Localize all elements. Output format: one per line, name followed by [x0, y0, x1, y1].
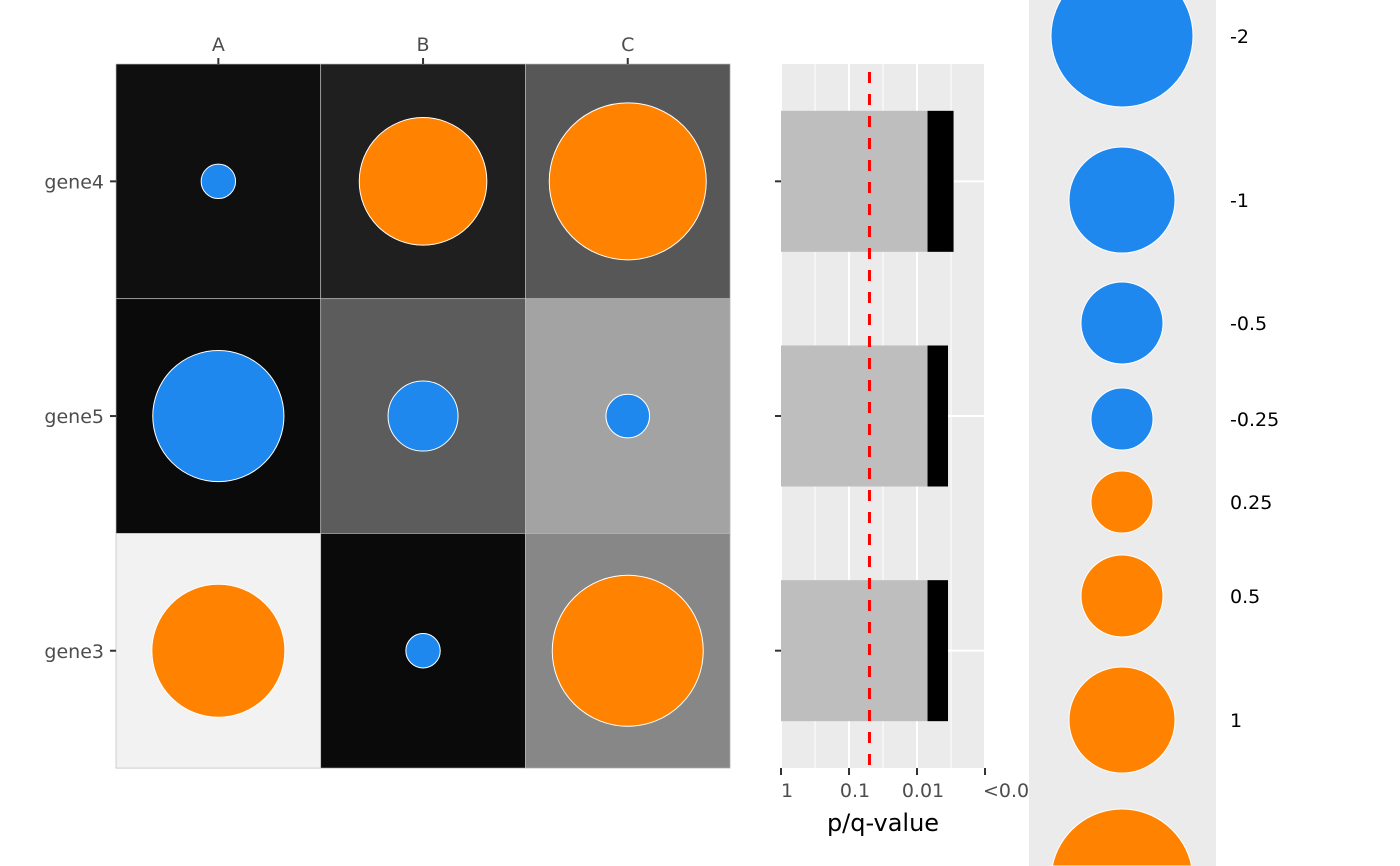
x-tick-label: <0.00 [983, 780, 1041, 802]
y-tick-label: gene4 [44, 171, 104, 193]
legend-label: 1 [1230, 710, 1242, 732]
bar-pvalue [781, 345, 928, 487]
x-tick-label: A [212, 34, 225, 56]
heatmap-point [551, 574, 704, 727]
bar-qvalue [927, 580, 949, 722]
size-legend: -2 -1 -0.5 -0.25 0.25 0.5 1 [1029, 0, 1279, 866]
y-tick-label: gene5 [44, 406, 104, 428]
y-tick-label: gene3 [44, 641, 104, 663]
legend-key [1050, 0, 1194, 108]
legend-key [1068, 146, 1176, 254]
heatmap-point [387, 380, 459, 452]
legend-key [1080, 554, 1164, 638]
heatmap-point [548, 102, 707, 261]
legend-key [1090, 470, 1154, 534]
heatmap-point [605, 393, 651, 439]
legend-label: -0.5 [1230, 313, 1267, 335]
legend-label: -0.25 [1230, 409, 1279, 431]
bar-pvalue [781, 580, 928, 722]
heatmap-point [151, 583, 286, 718]
x-axis-title: p/q-value [827, 809, 939, 837]
heatmap-point [152, 349, 285, 483]
heatmap-point [200, 163, 237, 200]
legend-key [1051, 808, 1193, 866]
legend-label: 0.5 [1230, 586, 1260, 608]
heatmap-panel: gene4 gene5 gene3 A B C [44, 34, 731, 769]
x-tick-label: 1 [781, 780, 793, 802]
x-tick-label: 0.1 [840, 780, 870, 802]
heatmap-point [358, 117, 488, 246]
legend-label: -1 [1230, 190, 1249, 212]
bar-qvalue [927, 345, 949, 487]
x-tick-label: C [621, 34, 634, 56]
bar-qvalue [927, 110, 954, 252]
bar-pvalue [781, 110, 928, 252]
legend-key [1080, 281, 1164, 365]
x-tick-label: B [417, 34, 430, 56]
legend-key [1090, 387, 1154, 451]
pvalue-bar-panel: 1 0.1 0.01 <0.00 p/q-value [775, 64, 1041, 837]
legend-label: -2 [1230, 26, 1249, 48]
legend-key [1068, 666, 1176, 774]
legend-label: 0.25 [1230, 492, 1272, 514]
x-tick-label: 0.01 [902, 780, 944, 802]
heatmap-point [405, 633, 441, 669]
